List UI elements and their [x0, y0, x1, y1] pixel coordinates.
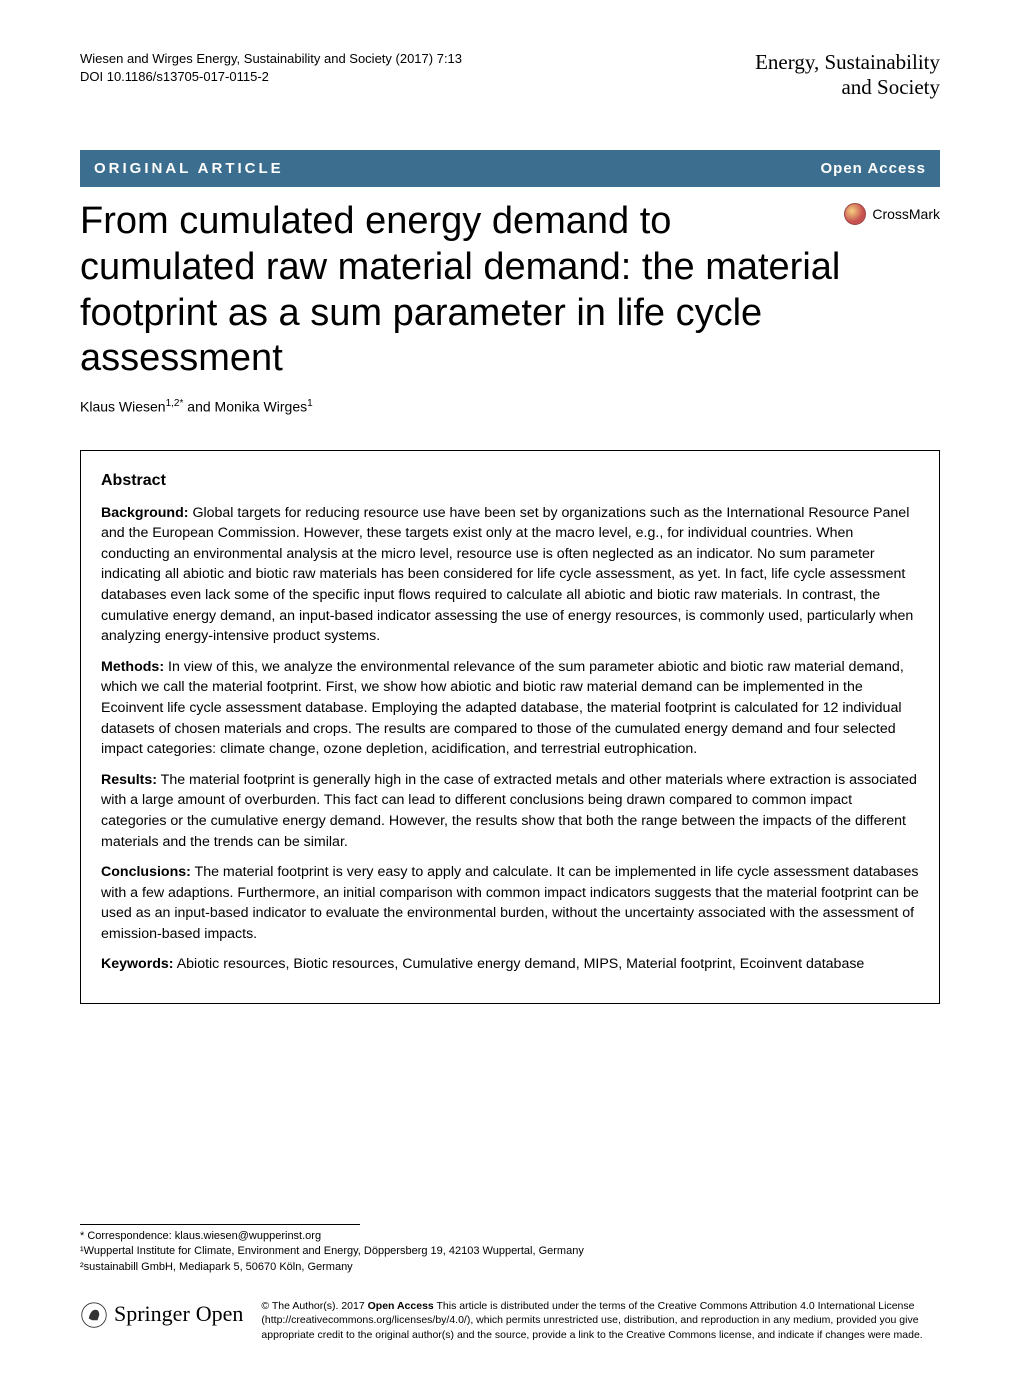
correspondence-line: * Correspondence: klaus.wiesen@wupperins…: [80, 1229, 940, 1244]
springer-open-logo: SpringerOpen: [80, 1299, 243, 1330]
methods-label: Methods:: [101, 659, 164, 675]
journal-line2: and Society: [755, 75, 940, 100]
affiliation-2: ²sustainabill GmbH, Mediapark 5, 50670 K…: [80, 1260, 940, 1275]
license-prefix: © The Author(s). 2017: [261, 1300, 367, 1312]
background-text: Global targets for reducing resource use…: [101, 505, 913, 645]
background-label: Background:: [101, 505, 189, 521]
abstract-keywords: Keywords: Abiotic resources, Biotic reso…: [101, 954, 919, 975]
author1-name: Klaus Wiesen: [80, 398, 166, 414]
citation-block: Wiesen and Wirges Energy, Sustainability…: [80, 50, 462, 86]
conclusions-label: Conclusions:: [101, 864, 191, 880]
footer-divider: [80, 1224, 360, 1225]
abstract-background: Background: Global targets for reducing …: [101, 503, 919, 647]
authors-line: Klaus Wiesen1,2* and Monika Wirges1: [80, 398, 940, 415]
journal-line1: Energy, Sustainability: [755, 50, 940, 75]
abstract-box: Abstract Background: Global targets for …: [80, 450, 940, 1004]
conclusions-text: The material footprint is very easy to a…: [101, 864, 919, 942]
journal-name: Energy, Sustainability and Society: [755, 50, 940, 100]
crossmark-badge[interactable]: CrossMark: [844, 203, 940, 225]
results-text: The material footprint is generally high…: [101, 772, 917, 850]
crossmark-label: CrossMark: [872, 206, 940, 222]
license-open-access: Open Access: [368, 1300, 434, 1312]
springer-text: Springer: [114, 1299, 190, 1330]
license-text: © The Author(s). 2017 Open Access This a…: [261, 1299, 940, 1342]
author2-affil: 1: [307, 398, 313, 409]
keywords-label: Keywords:: [101, 956, 174, 972]
footer-area: * Correspondence: klaus.wiesen@wupperins…: [80, 1224, 940, 1342]
doi-text: DOI 10.1186/s13705-017-0115-2: [80, 68, 462, 86]
results-label: Results:: [101, 772, 157, 788]
keywords-text: Abiotic resources, Biotic resources, Cum…: [174, 956, 865, 972]
author1-affil: 1,2*: [166, 398, 184, 409]
abstract-methods: Methods: In view of this, we analyze the…: [101, 657, 919, 760]
abstract-conclusions: Conclusions: The material footprint is v…: [101, 862, 919, 944]
article-type-label: ORIGINAL ARTICLE: [94, 160, 284, 177]
affiliation-1: ¹Wuppertal Institute for Climate, Enviro…: [80, 1244, 940, 1259]
authors-and: and Monika Wirges: [183, 398, 307, 414]
abstract-results: Results: The material footprint is gener…: [101, 770, 919, 852]
title-crossmark-row: From cumulated energy demand to cumulate…: [80, 199, 940, 397]
springer-row: SpringerOpen © The Author(s). 2017 Open …: [80, 1299, 940, 1342]
citation-text: Wiesen and Wirges Energy, Sustainability…: [80, 50, 462, 68]
springer-open-text: Open: [196, 1299, 244, 1330]
methods-text: In view of this, we analyze the environm…: [101, 659, 904, 757]
title-area: From cumulated energy demand to cumulate…: [80, 199, 844, 397]
springer-horse-icon: [80, 1301, 108, 1329]
article-type-bar: ORIGINAL ARTICLE Open Access: [80, 150, 940, 187]
article-title: From cumulated energy demand to cumulate…: [80, 199, 844, 381]
open-access-label: Open Access: [821, 160, 927, 177]
abstract-heading: Abstract: [101, 469, 919, 492]
page-header: Wiesen and Wirges Energy, Sustainability…: [80, 50, 940, 100]
crossmark-icon: [844, 203, 866, 225]
